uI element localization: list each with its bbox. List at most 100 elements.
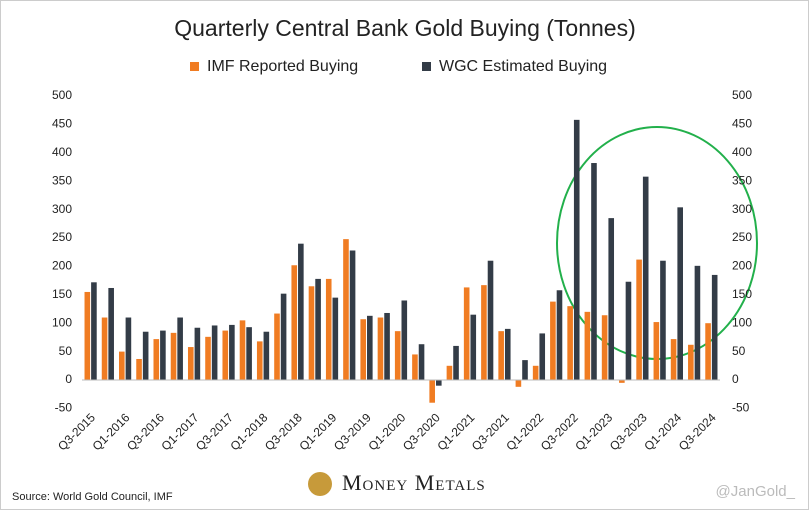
bar	[642, 176, 649, 380]
y-tick-label: 450	[52, 117, 72, 131]
bar	[177, 317, 183, 380]
bar	[573, 119, 580, 380]
bar	[222, 330, 229, 380]
bar	[498, 331, 504, 380]
y-tick-label: 200	[52, 259, 72, 273]
y2-tick-label: 300	[732, 202, 752, 216]
bar	[349, 250, 356, 380]
bar	[711, 274, 718, 380]
bar	[401, 300, 408, 380]
bar	[677, 207, 683, 380]
y-tick-label: 50	[59, 344, 73, 358]
bar	[211, 325, 218, 380]
bar	[274, 313, 280, 380]
y2-tick-label: 200	[732, 259, 752, 273]
bar	[142, 331, 149, 380]
y-tick-label: 0	[65, 372, 72, 386]
bar	[584, 311, 591, 380]
y-tick-label: 500	[52, 88, 72, 102]
bar	[239, 320, 246, 380]
bar	[567, 306, 573, 380]
bar	[256, 341, 263, 380]
y-tick-label: 350	[52, 173, 72, 187]
bar	[556, 290, 563, 380]
legend: IMF Reported Buying WGC Estimated Buying	[190, 58, 607, 75]
bar	[515, 380, 522, 387]
bar	[280, 293, 287, 380]
y2-tick-label: 150	[732, 287, 752, 301]
legend-swatch	[190, 62, 199, 71]
bar	[377, 317, 384, 380]
y2-tick-label: 50	[732, 344, 746, 358]
bar	[705, 323, 711, 380]
bar	[125, 317, 132, 380]
bar	[435, 380, 442, 386]
logo-icon	[308, 472, 332, 496]
bar	[539, 333, 546, 380]
y-tick-label: 300	[52, 202, 72, 216]
bar	[367, 315, 373, 380]
bar	[384, 312, 390, 380]
bar	[453, 345, 459, 380]
y-tick-label: 400	[52, 145, 72, 159]
legend-swatch	[422, 62, 431, 71]
y-tick-label: -50	[55, 401, 73, 415]
bar	[394, 331, 401, 380]
bar	[418, 344, 425, 380]
bar	[481, 285, 487, 380]
bar	[246, 327, 252, 380]
legend-label: WGC Estimated Buying	[439, 58, 607, 75]
bar	[332, 297, 339, 380]
y2-tick-label: 450	[732, 117, 752, 131]
bar	[591, 163, 597, 380]
bar	[229, 324, 235, 380]
bar	[187, 347, 194, 380]
logo-text: Money Metals	[342, 470, 486, 495]
y2-tick-label: 100	[732, 315, 752, 329]
y2-tick-label: -50	[732, 401, 750, 415]
bar	[325, 278, 332, 380]
bar	[315, 278, 321, 380]
bar	[108, 287, 114, 380]
bar	[670, 339, 677, 380]
source: Source: World Gold Council, IMF	[12, 491, 173, 503]
bar	[636, 259, 642, 380]
y-tick-label: 250	[52, 230, 72, 244]
bar	[446, 365, 453, 380]
bar	[463, 287, 470, 380]
bar	[532, 365, 539, 380]
y2-tick-label: 350	[732, 173, 752, 187]
bar	[263, 331, 270, 380]
bar	[343, 239, 349, 380]
bar	[101, 317, 108, 380]
bar	[504, 328, 511, 380]
bar	[688, 344, 694, 380]
bar	[205, 336, 211, 380]
y2-tick-label: 400	[732, 145, 752, 159]
y-tick-label: 150	[52, 287, 72, 301]
y2-tick-label: 500	[732, 88, 752, 102]
bar	[194, 327, 201, 380]
bar	[412, 354, 418, 380]
bar	[470, 314, 477, 380]
y-tick-label: 100	[52, 315, 72, 329]
bar	[487, 260, 494, 380]
legend-label: IMF Reported Buying	[207, 58, 358, 75]
y2-tick-label: 250	[732, 230, 752, 244]
bar	[694, 265, 701, 380]
bar	[308, 286, 315, 380]
bar	[619, 380, 625, 383]
bar	[625, 281, 632, 380]
bar	[153, 339, 160, 380]
chart-title: Quarterly Central Bank Gold Buying (Tonn…	[174, 15, 636, 41]
bar	[608, 218, 615, 380]
bar	[298, 243, 304, 380]
bar	[550, 301, 556, 380]
bar	[91, 282, 97, 380]
bar	[136, 358, 142, 380]
bar	[170, 332, 177, 380]
bar	[653, 322, 660, 380]
bar	[160, 330, 166, 380]
